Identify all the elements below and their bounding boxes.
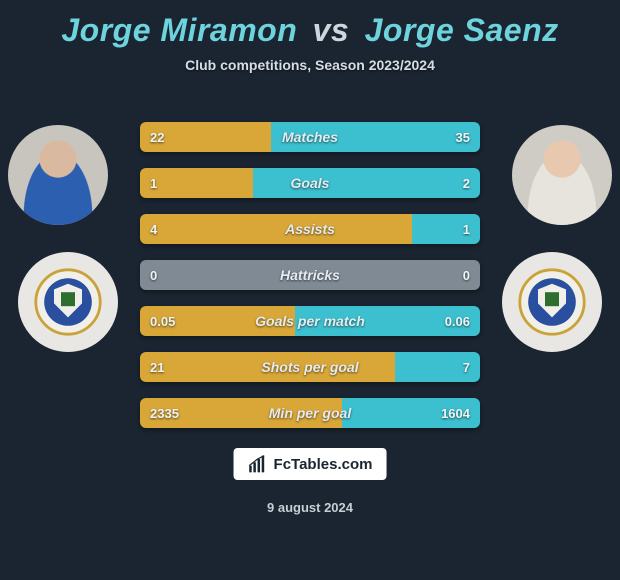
stat-value-left: 22 xyxy=(140,122,174,152)
avatar-placeholder-icon xyxy=(8,125,108,225)
stat-label: Min per goal xyxy=(140,398,480,428)
stat-label: Goals xyxy=(140,168,480,198)
player-1-avatar xyxy=(8,125,108,225)
stat-value-right: 0.06 xyxy=(435,306,480,336)
stat-value-right: 0 xyxy=(453,260,480,290)
stat-value-left: 4 xyxy=(140,214,167,244)
stat-row: Assists4 1 xyxy=(140,214,480,244)
stat-label: Assists xyxy=(140,214,480,244)
stat-row: Goals1 2 xyxy=(140,168,480,198)
club-crest-icon xyxy=(33,267,103,337)
stat-value-left: 0.05 xyxy=(140,306,185,336)
site-logo: FcTables.com xyxy=(234,448,387,480)
vs-label: vs xyxy=(313,12,350,48)
stat-label: Goals per match xyxy=(140,306,480,336)
site-logo-text: FcTables.com xyxy=(274,456,373,473)
stat-row: Shots per goal21 7 xyxy=(140,352,480,382)
stat-value-left: 2335 xyxy=(140,398,189,428)
stat-row: Min per goal2335 1604 xyxy=(140,398,480,428)
stat-label: Shots per goal xyxy=(140,352,480,382)
avatar-placeholder-icon xyxy=(512,125,612,225)
stat-row: Hattricks0 0 xyxy=(140,260,480,290)
stat-value-right: 7 xyxy=(453,352,480,382)
stat-value-left: 0 xyxy=(140,260,167,290)
subtitle: Club competitions, Season 2023/2024 xyxy=(0,57,620,73)
stat-value-left: 1 xyxy=(140,168,167,198)
comparison-card: Jorge Miramon vs Jorge Saenz Club compet… xyxy=(0,0,620,580)
stat-value-right: 35 xyxy=(446,122,480,152)
club-1-badge xyxy=(18,252,118,352)
stat-row: Matches22 35 xyxy=(140,122,480,152)
player-1-name: Jorge Miramon xyxy=(61,12,297,48)
bar-spark-icon xyxy=(248,454,268,474)
stat-value-right: 1 xyxy=(453,214,480,244)
club-crest-icon xyxy=(517,267,587,337)
stat-bars: Matches2235Goals12Assists41Hattricks00Go… xyxy=(140,122,480,444)
stat-label: Matches xyxy=(140,122,480,152)
generated-date: 9 august 2024 xyxy=(0,500,620,515)
stat-value-left: 21 xyxy=(140,352,174,382)
club-2-badge xyxy=(502,252,602,352)
stat-value-right: 1604 xyxy=(431,398,480,428)
stat-row: Goals per match0.05 0.06 xyxy=(140,306,480,336)
stat-value-right: 2 xyxy=(453,168,480,198)
stat-label: Hattricks xyxy=(140,260,480,290)
player-2-name: Jorge Saenz xyxy=(365,12,559,48)
page-title: Jorge Miramon vs Jorge Saenz xyxy=(0,0,620,49)
player-2-avatar xyxy=(512,125,612,225)
